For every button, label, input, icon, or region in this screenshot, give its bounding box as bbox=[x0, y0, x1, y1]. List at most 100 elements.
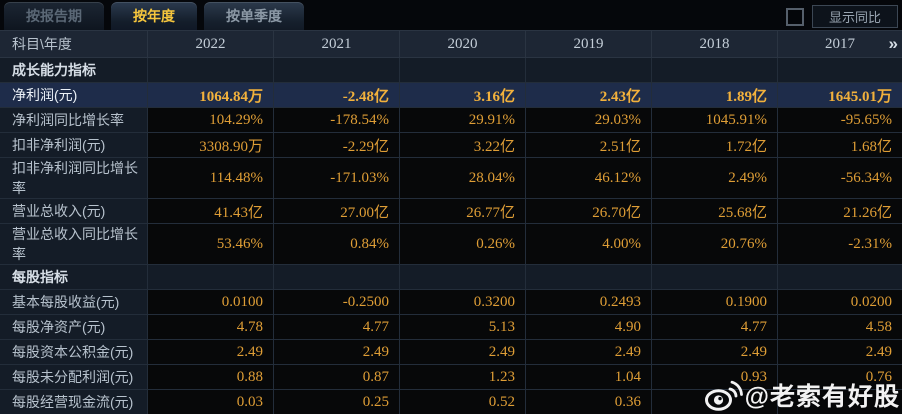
cell bbox=[399, 265, 525, 289]
table-row-undistributed-profit-per-share[interactable]: 每股未分配利润(元) 0.88 0.87 1.23 1.04 0.93 0.76 bbox=[0, 365, 902, 390]
cell: 0.0200 bbox=[777, 290, 902, 314]
cell: 0.84% bbox=[273, 224, 399, 264]
row-label: 每股未分配利润(元) bbox=[0, 365, 147, 389]
tab-single-quarter[interactable]: 按单季度 bbox=[204, 2, 304, 30]
cell: 0.52 bbox=[399, 390, 525, 414]
cell: 5.13 bbox=[399, 315, 525, 339]
cell: 2.49 bbox=[147, 340, 273, 364]
cell: 4.00% bbox=[525, 224, 651, 264]
row-label: 扣非净利润(元) bbox=[0, 133, 147, 157]
cell: 1.89亿 bbox=[651, 83, 777, 107]
cell: 4.77 bbox=[651, 315, 777, 339]
cell bbox=[777, 390, 902, 414]
cell: 0.36 bbox=[525, 390, 651, 414]
more-years-icon[interactable]: » bbox=[888, 34, 899, 53]
cell: -56.34% bbox=[777, 158, 902, 198]
cell: 3.22亿 bbox=[399, 133, 525, 157]
table-row-net-profit-yoy[interactable]: 净利润同比增长率 104.29% -178.54% 29.91% 29.03% … bbox=[0, 108, 902, 133]
cell bbox=[777, 265, 902, 289]
table-row-basic-eps[interactable]: 基本每股收益(元) 0.0100 -0.2500 0.3200 0.2493 0… bbox=[0, 290, 902, 315]
cell: 2.51亿 bbox=[525, 133, 651, 157]
table-row-total-revenue-yoy[interactable]: 营业总收入同比增长率 53.46% 0.84% 0.26% 4.00% 20.7… bbox=[0, 224, 902, 265]
table-row-operating-cashflow-per-share[interactable]: 每股经营现金流(元) 0.03 0.25 0.52 0.36 bbox=[0, 390, 902, 414]
show-yoy-checkbox[interactable] bbox=[786, 7, 804, 26]
cell: 2.49 bbox=[651, 340, 777, 364]
cell: 21.26亿 bbox=[777, 199, 902, 223]
table-row-total-revenue[interactable]: 营业总收入(元) 41.43亿 27.00亿 26.77亿 26.70亿 25.… bbox=[0, 199, 902, 224]
cell: 4.58 bbox=[777, 315, 902, 339]
cell: 2.49% bbox=[651, 158, 777, 198]
cell: 41.43亿 bbox=[147, 199, 273, 223]
cell bbox=[651, 390, 777, 414]
tab-report-period[interactable]: 按报告期 bbox=[4, 2, 104, 30]
cell bbox=[525, 58, 651, 82]
cell bbox=[147, 58, 273, 82]
cell: 0.25 bbox=[273, 390, 399, 414]
cell bbox=[273, 265, 399, 289]
table-row-net-asset-per-share[interactable]: 每股净资产(元) 4.78 4.77 5.13 4.90 4.77 4.58 bbox=[0, 315, 902, 340]
tab-annual[interactable]: 按年度 bbox=[111, 2, 197, 30]
cell: -2.29亿 bbox=[273, 133, 399, 157]
table-row-deducted-net-profit[interactable]: 扣非净利润(元) 3308.90万 -2.29亿 3.22亿 2.51亿 1.7… bbox=[0, 133, 902, 158]
cell: 0.1900 bbox=[651, 290, 777, 314]
cell: 0.76 bbox=[777, 365, 902, 389]
cell: -95.65% bbox=[777, 108, 902, 132]
cell bbox=[147, 265, 273, 289]
cell: 26.77亿 bbox=[399, 199, 525, 223]
cell: 0.26% bbox=[399, 224, 525, 264]
table-row-net-profit[interactable]: 净利润(元) 1064.84万 -2.48亿 3.16亿 2.43亿 1.89亿… bbox=[0, 83, 902, 108]
row-label: 扣非净利润同比增长率 bbox=[0, 158, 147, 198]
year-header-2019: 2019 bbox=[525, 31, 651, 57]
row-label: 营业总收入(元) bbox=[0, 199, 147, 223]
cell: 3308.90万 bbox=[147, 133, 273, 157]
cell: 46.12% bbox=[525, 158, 651, 198]
cell: 1.68亿 bbox=[777, 133, 902, 157]
show-yoy-label[interactable]: 显示同比 bbox=[812, 5, 898, 28]
cell: -0.2500 bbox=[273, 290, 399, 314]
cell: 4.78 bbox=[147, 315, 273, 339]
corner-header: 科目\年度 bbox=[12, 36, 72, 52]
cell: 26.70亿 bbox=[525, 199, 651, 223]
table-row-deducted-net-profit-yoy[interactable]: 扣非净利润同比增长率 114.48% -171.03% 28.04% 46.12… bbox=[0, 158, 902, 199]
cell bbox=[525, 265, 651, 289]
cell: -2.31% bbox=[777, 224, 902, 264]
cell: 1645.01万 bbox=[777, 83, 902, 107]
cell: 28.04% bbox=[399, 158, 525, 198]
cell: 2.49 bbox=[399, 340, 525, 364]
cell: 0.03 bbox=[147, 390, 273, 414]
cell: 4.77 bbox=[273, 315, 399, 339]
row-label: 每股净资产(元) bbox=[0, 315, 147, 339]
cell: 0.3200 bbox=[399, 290, 525, 314]
table-body: 成长能力指标 净利润(元) 1064.84万 -2.48亿 3.16亿 2.43… bbox=[0, 58, 902, 414]
cell: 2.49 bbox=[273, 340, 399, 364]
row-label: 基本每股收益(元) bbox=[0, 290, 147, 314]
cell: 27.00亿 bbox=[273, 199, 399, 223]
table-row-capital-reserve-per-share[interactable]: 每股资本公积金(元) 2.49 2.49 2.49 2.49 2.49 2.49 bbox=[0, 340, 902, 365]
table-row-section-growth[interactable]: 成长能力指标 bbox=[0, 58, 902, 83]
cell: 1045.91% bbox=[651, 108, 777, 132]
table-row-section-per-share[interactable]: 每股指标 bbox=[0, 265, 902, 290]
cell: 1064.84万 bbox=[147, 83, 273, 107]
cell: 0.87 bbox=[273, 365, 399, 389]
cell: 4.90 bbox=[525, 315, 651, 339]
year-header-2022: 2022 bbox=[147, 31, 273, 57]
table-header-row: 科目\年度 2022 2021 2020 2019 2018 2017 » bbox=[0, 30, 902, 58]
row-label: 成长能力指标 bbox=[0, 58, 147, 82]
cell: 1.23 bbox=[399, 365, 525, 389]
cell bbox=[651, 58, 777, 82]
cell: -178.54% bbox=[273, 108, 399, 132]
cell: 25.68亿 bbox=[651, 199, 777, 223]
cell bbox=[273, 58, 399, 82]
year-header-2017: 2017 » bbox=[777, 31, 902, 57]
cell: 0.88 bbox=[147, 365, 273, 389]
period-tabbar: 按报告期 按年度 按单季度 显示同比 bbox=[0, 0, 902, 30]
year-header-2017-label: 2017 bbox=[825, 35, 855, 52]
cell: 0.93 bbox=[651, 365, 777, 389]
cell bbox=[777, 58, 902, 82]
row-label: 净利润同比增长率 bbox=[0, 108, 147, 132]
year-header-2018: 2018 bbox=[651, 31, 777, 57]
cell: 29.91% bbox=[399, 108, 525, 132]
yoy-controls: 显示同比 bbox=[786, 5, 898, 28]
cell bbox=[399, 58, 525, 82]
